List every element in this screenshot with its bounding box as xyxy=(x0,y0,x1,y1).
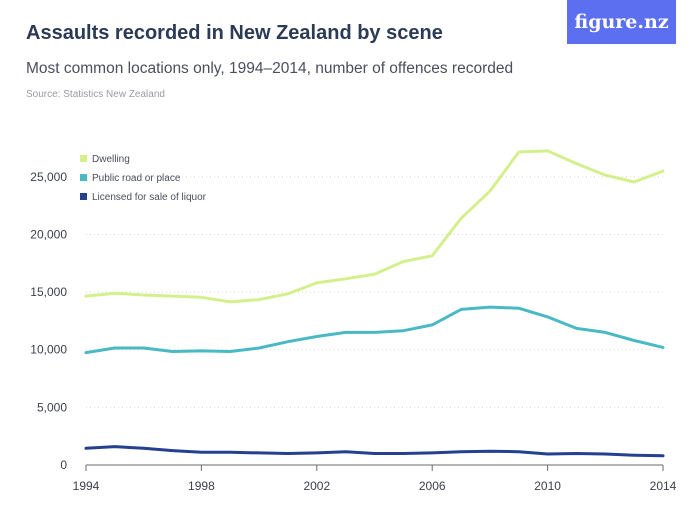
source-note: Source: Statistics New Zealand xyxy=(26,89,165,100)
legend-swatch xyxy=(80,155,87,162)
legend: Dwelling Public road or place Licensed for… xyxy=(80,154,207,203)
y-tick-label: 15,000 xyxy=(30,285,67,299)
series-line-licensed-for-sale-of-liquor xyxy=(84,445,665,458)
legend-label: Dwelling xyxy=(92,154,130,165)
series-line-public-road-or-place xyxy=(84,305,665,355)
y-tick-label: 25,000 xyxy=(30,170,67,184)
series-lines xyxy=(84,149,665,458)
legend-label: Licensed for sale of liquor xyxy=(92,192,207,203)
x-tick-label: 2006 xyxy=(419,479,446,493)
x-tick-label: 2010 xyxy=(534,479,561,493)
figure-nz-logo[interactable]: figure.nz xyxy=(567,0,676,44)
legend-swatch xyxy=(80,193,87,200)
y-tick-label: 10,000 xyxy=(30,343,67,357)
series-line-dwelling xyxy=(84,149,665,304)
x-tick-label: 2014 xyxy=(650,479,677,493)
y-tick-label: 0 xyxy=(60,458,67,472)
y-tick-label: 20,000 xyxy=(30,227,67,241)
y-tick-label: 5,000 xyxy=(37,400,67,414)
x-tick-label: 1998 xyxy=(188,479,215,493)
axes: 0 5,000 10,000 15,000 20,000 25,000 1994 1998 20… xyxy=(30,170,676,493)
grid-lines xyxy=(86,176,663,408)
legend-swatch xyxy=(80,174,87,181)
x-tick-label: 2002 xyxy=(303,479,330,493)
legend-label: Public road or place xyxy=(92,173,181,184)
x-tick-label: 1994 xyxy=(73,479,100,493)
chart-title: Assaults recorded in New Zealand by scen… xyxy=(26,22,443,44)
chart-subtitle: Most common locations only, 1994–2014, n… xyxy=(26,60,514,77)
